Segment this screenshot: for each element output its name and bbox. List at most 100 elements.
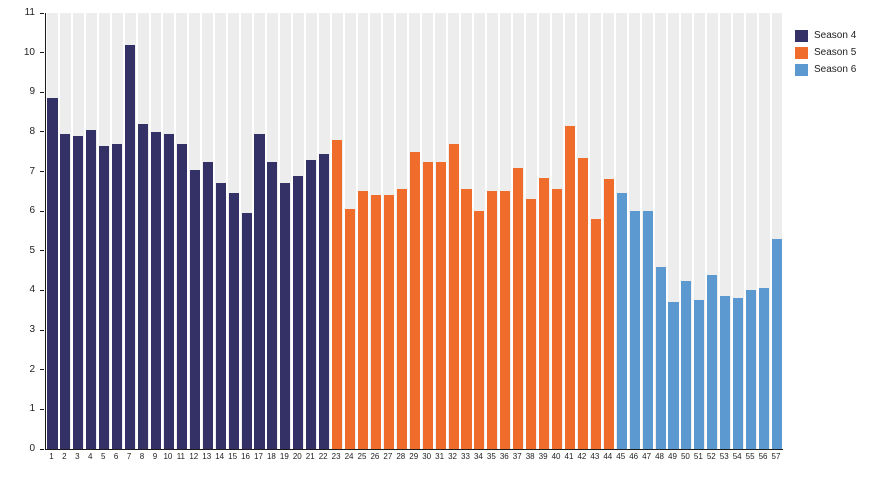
bar-slot: [655, 13, 666, 449]
bar: [487, 191, 498, 449]
x-tick-label: 4: [88, 452, 93, 461]
x-tick-label: 15: [228, 452, 238, 461]
bar-slot: [422, 13, 434, 449]
bar-slot: [473, 13, 485, 449]
bar-slot: [771, 13, 783, 449]
y-tick-label: 10: [23, 46, 35, 58]
bar-slot: [693, 13, 705, 449]
bar-slot: [499, 13, 511, 449]
plot-area: [45, 13, 783, 450]
x-tick-label: 53: [719, 452, 729, 461]
y-tick-mark: [40, 171, 44, 173]
bar-slot: [435, 13, 447, 449]
x-tick-label: 24: [344, 452, 354, 461]
bar-slot: [668, 13, 679, 449]
bar: [668, 302, 679, 449]
bar-slot: [680, 13, 692, 449]
bar-slot: [331, 13, 343, 449]
y-tick-label: 4: [29, 284, 35, 296]
x-tick-label: 28: [396, 452, 406, 461]
y-tick-mark: [40, 91, 44, 93]
bar: [267, 161, 278, 449]
bar-slot: [642, 13, 654, 449]
bar-slot: [409, 13, 421, 449]
y-axis: 0 1 2 3 4 5 6 7 8 9 10 11: [0, 8, 45, 454]
bar-slot: [719, 13, 731, 449]
bar: [642, 211, 653, 449]
bar: [99, 145, 110, 449]
x-tick-label: 30: [422, 452, 432, 461]
bar: [513, 167, 524, 449]
bar: [138, 123, 149, 449]
x-tick-label: 46: [629, 452, 639, 461]
x-axis: 1 2 3 4 5 6 7 8 9 10 11 12 13 14 15 16 17 18 19 20 21 22 23 24 2…: [45, 452, 782, 461]
x-tick-label: 39: [538, 452, 548, 461]
bar-slot: [98, 13, 110, 449]
bar-slot: [124, 13, 136, 449]
x-tick-label: 41: [564, 452, 574, 461]
bar-slot: [538, 13, 550, 449]
bar: [60, 133, 71, 449]
y-tick-label: 7: [29, 165, 35, 177]
bar-slot: [59, 13, 71, 449]
bar: [720, 296, 731, 449]
x-tick-label: 20: [292, 452, 302, 461]
legend-label-season-6: Season 6: [814, 64, 857, 75]
bar: [293, 175, 304, 449]
bar: [629, 211, 640, 449]
legend-swatch-season-5: [795, 47, 808, 59]
x-tick-label: 17: [254, 452, 263, 461]
x-tick-label: 36: [499, 452, 509, 461]
x-tick-label: 56: [758, 452, 768, 461]
bar: [383, 195, 394, 449]
bar: [202, 161, 213, 449]
x-tick-label: 11: [176, 452, 185, 461]
bar-slot: [189, 13, 201, 449]
x-tick-label: 7: [126, 452, 132, 461]
bar: [694, 300, 705, 449]
legend-item-season-5: Season 5: [795, 47, 856, 59]
bar: [435, 161, 446, 449]
x-tick-label: 18: [266, 452, 276, 461]
x-tick-label: 21: [305, 452, 315, 461]
bar-slot: [111, 13, 123, 449]
bar: [409, 151, 420, 449]
y-tick-label: 1: [29, 403, 35, 415]
bar-slot: [512, 13, 524, 449]
x-tick-label: 33: [461, 452, 470, 461]
y-tick-mark: [40, 289, 44, 291]
legend-item-season-4: Season 4: [795, 30, 856, 42]
bar: [370, 195, 381, 449]
x-tick-label: 49: [668, 452, 677, 461]
bar: [474, 211, 485, 449]
bar-slot: [150, 13, 162, 449]
bar-slot: [629, 13, 641, 449]
x-tick-label: 38: [525, 452, 535, 461]
bar: [448, 143, 459, 449]
x-tick-label: 51: [693, 452, 703, 461]
bar-slot: [461, 13, 472, 449]
x-tick-label: 44: [603, 452, 613, 461]
bar-slot: [383, 13, 395, 449]
bar: [241, 213, 252, 449]
x-tick-label: 25: [357, 452, 367, 461]
x-tick-label: 40: [551, 452, 561, 461]
y-tick-label: 0: [29, 443, 35, 454]
bars-layer: [46, 13, 783, 449]
x-tick-label: 37: [512, 452, 522, 461]
bar-slot: [616, 13, 628, 449]
y-tick-mark: [40, 250, 44, 252]
legend-swatch-season-4: [795, 30, 808, 42]
bar-slot: [357, 13, 369, 449]
legend: Season 4 Season 5 Season 6: [795, 30, 856, 81]
bar-slot: [254, 13, 265, 449]
bar: [564, 125, 575, 449]
x-tick-label: 48: [655, 452, 664, 461]
y-tick-label: 3: [29, 324, 35, 336]
y-tick-label: 9: [29, 86, 35, 98]
bar: [357, 191, 368, 449]
bar: [47, 98, 58, 449]
x-tick-label: 45: [616, 452, 626, 461]
x-tick-label: 23: [331, 452, 341, 461]
bar-slot: [745, 13, 757, 449]
